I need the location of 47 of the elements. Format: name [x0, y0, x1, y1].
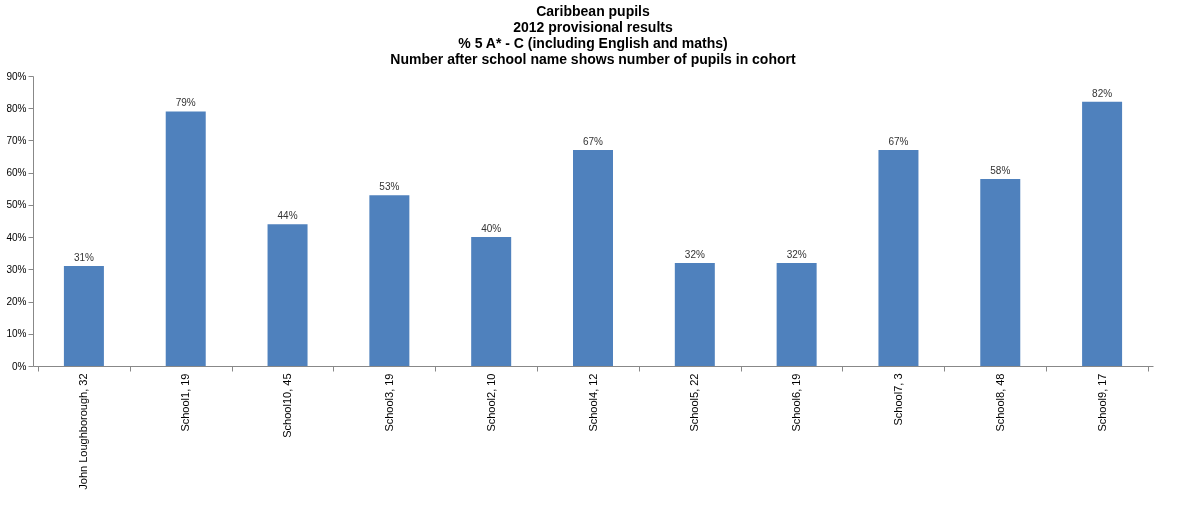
text: % 5 A* - C (including English and maths) [458, 35, 728, 51]
data-label: 53% [379, 181, 400, 193]
y-tick-label: 80% [6, 102, 27, 114]
x-tick-label: School2, 10 [484, 373, 497, 432]
y-tick-label: 10% [6, 328, 27, 340]
y-tick-label: 30% [6, 263, 27, 275]
x-tick-label: School8, 48 [993, 373, 1006, 432]
data-label: 67% [888, 136, 909, 148]
x-tick-label: School3, 19 [382, 373, 395, 432]
y-tick-label: 40% [6, 231, 27, 243]
text: Caribbean pupils [536, 3, 650, 19]
y-tick-label: 70% [6, 134, 27, 146]
data-label: 32% [786, 248, 807, 260]
text: 2012 provisional results [513, 19, 673, 35]
data-label: 31% [73, 252, 95, 264]
bar [63, 266, 104, 366]
data-label: 44% [277, 210, 298, 222]
bar [674, 262, 715, 366]
data-label: 40% [481, 223, 502, 235]
bar [573, 150, 613, 366]
bar [165, 111, 206, 366]
data-label: 32% [684, 248, 705, 260]
data-label: 82% [1092, 87, 1113, 99]
y-tick-label: 20% [6, 296, 27, 308]
bar [369, 195, 410, 366]
x-tick-label: School7, 3 [891, 373, 904, 426]
y-tick-label: 0% [12, 360, 27, 372]
bar [980, 179, 1021, 366]
bar [776, 262, 817, 366]
bar [1082, 101, 1123, 366]
data-label: 79% [175, 97, 196, 109]
data-label: 58% [990, 165, 1011, 177]
bar [878, 150, 919, 366]
y-tick-label: 50% [6, 199, 27, 211]
x-tick-label: School4, 12 [586, 373, 599, 432]
x-tick-label: School9, 17 [1095, 373, 1108, 432]
text: Number after school name shows number of pupils in cohort [390, 51, 796, 67]
x-tick-label: School6, 19 [790, 373, 803, 432]
x-tick-label: School10, 45 [281, 373, 294, 438]
x-tick-label: John Loughborough, 32 [77, 373, 90, 490]
x-tick-label: School1, 19 [179, 373, 192, 432]
y-tick-label: 90% [6, 70, 27, 82]
y-tick-label: 60% [6, 167, 27, 179]
x-tick-label: School5, 22 [688, 373, 701, 432]
bar [471, 237, 512, 366]
bar [267, 224, 308, 366]
data-label: 67% [582, 136, 604, 148]
